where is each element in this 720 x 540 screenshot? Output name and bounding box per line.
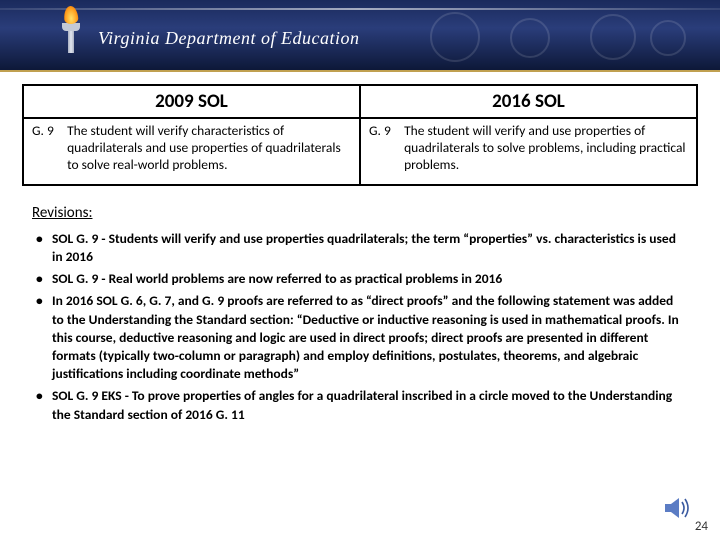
cell-2009: G. 9 The student will verify characteris… <box>23 118 360 185</box>
page-number: 24 <box>695 519 708 534</box>
torch-icon <box>56 6 86 58</box>
sol-code-2009: G. 9 <box>32 123 64 140</box>
sol-desc-2009: The student will verify characteristics … <box>67 123 350 174</box>
header-watermark <box>420 8 700 64</box>
revisions-list: SOL G. 9 - Students will verify and use … <box>32 230 688 424</box>
speaker-icon <box>664 496 692 520</box>
table-row: G. 9 The student will verify characteris… <box>23 118 697 185</box>
table-header-row: 2009 SOL 2016 SOL <box>23 85 697 118</box>
list-item: In 2016 SOL G. 6, G. 7, and G. 9 proofs … <box>32 292 688 383</box>
sol-code-2016: G. 9 <box>369 123 401 140</box>
cell-2016: G. 9 The student will verify and use pro… <box>360 118 697 185</box>
list-item: SOL G. 9 EKS - To prove properties of an… <box>32 387 688 423</box>
revisions-section: Revisions: SOL G. 9 - Students will veri… <box>32 204 688 424</box>
header-banner: Virginia Department of Education <box>0 0 720 72</box>
sol-comparison-table: 2009 SOL 2016 SOL G. 9 The student will … <box>22 84 698 186</box>
revisions-heading: Revisions: <box>32 204 688 222</box>
list-item: SOL G. 9 - Real world problems are now r… <box>32 270 688 288</box>
sol-desc-2016: The student will verify and use properti… <box>404 123 687 174</box>
list-item: SOL G. 9 - Students will verify and use … <box>32 230 688 266</box>
col-header-2016: 2016 SOL <box>360 85 697 118</box>
col-header-2009: 2009 SOL <box>23 85 360 118</box>
header-title: Virginia Department of Education <box>98 28 359 49</box>
